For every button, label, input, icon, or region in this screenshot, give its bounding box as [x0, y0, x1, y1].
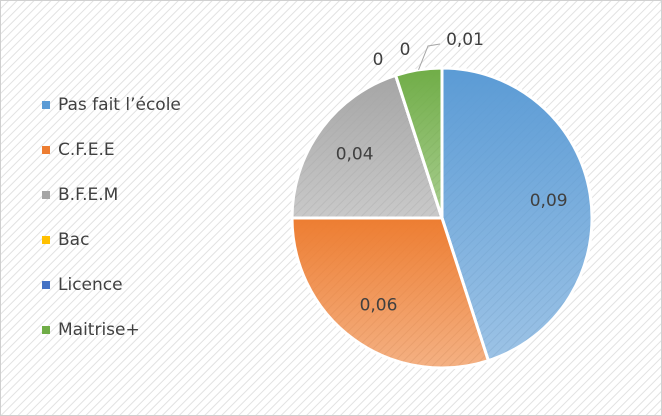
data-label: 0: [373, 50, 384, 70]
legend-swatch: [42, 281, 50, 289]
legend-label: Bac: [58, 230, 89, 250]
legend-label: C.F.E.E: [58, 140, 115, 160]
data-label: 0,06: [360, 295, 398, 315]
legend-swatch: [42, 191, 50, 199]
pie-slice: [440, 66, 594, 363]
pie-slice: [290, 73, 445, 220]
data-label: 0,04: [336, 145, 374, 165]
legend-label: Licence: [58, 275, 123, 295]
legend-label: Maitrise+: [58, 320, 140, 340]
legend-swatch: [42, 236, 50, 244]
leader-line: [418, 43, 441, 71]
pie-slice: [290, 216, 491, 370]
pie-slice: [393, 66, 444, 219]
data-label: 0,09: [530, 191, 568, 211]
legend-swatch: [42, 326, 50, 334]
data-label: 0: [400, 40, 411, 60]
legend-label: Pas fait l’école: [58, 95, 181, 115]
data-label: 0,01: [446, 30, 484, 50]
legend-label: B.F.E.M: [58, 185, 118, 205]
legend-swatch: [42, 146, 50, 154]
legend-swatch: [42, 101, 50, 109]
